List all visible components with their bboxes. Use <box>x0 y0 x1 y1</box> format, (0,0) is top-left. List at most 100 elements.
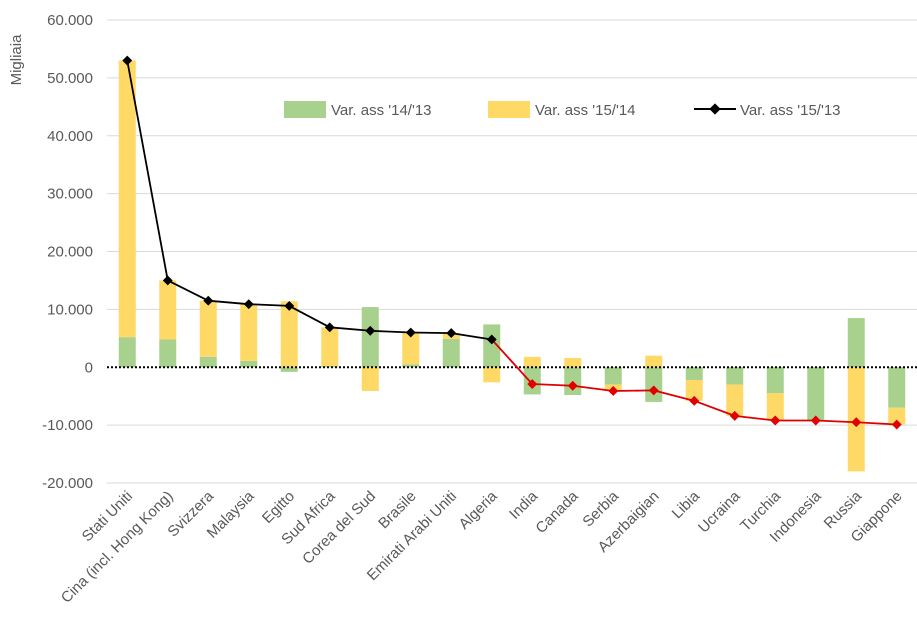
legend-swatch-yellow <box>488 101 530 118</box>
x-category-label: Algeria <box>456 487 502 533</box>
bar-var-14-13 <box>685 367 703 380</box>
bar-var-15-14 <box>645 355 663 368</box>
total-line-segment <box>734 414 776 422</box>
total-line-segment <box>208 299 249 306</box>
total-line-segment <box>370 329 411 334</box>
x-category-label: Ucraina <box>695 487 744 536</box>
total-line-segment <box>572 384 614 392</box>
total-line-segment <box>613 389 654 392</box>
total-marker <box>446 328 457 339</box>
total-marker <box>729 410 740 421</box>
total-line-segment <box>167 279 209 302</box>
total-line-segment <box>856 421 897 426</box>
total-line-segment <box>329 326 371 332</box>
total-marker <box>810 415 821 426</box>
x-category-label: Canada <box>532 487 582 537</box>
total-marker <box>689 395 700 406</box>
total-marker <box>365 325 376 336</box>
bar-var-14-13 <box>847 318 865 368</box>
total-marker <box>851 417 862 428</box>
y-tick-label: 50.000 <box>47 70 93 87</box>
total-marker <box>608 386 619 396</box>
y-tick-label: 20.000 <box>47 244 93 261</box>
total-marker <box>203 295 214 306</box>
total-line-segment <box>410 331 452 335</box>
total-marker <box>324 322 335 333</box>
bar-var-15-14 <box>199 300 217 357</box>
bar-var-14-13 <box>645 367 663 402</box>
bar-var-14-13 <box>442 338 460 368</box>
gridlines <box>107 19 917 484</box>
total-line <box>126 60 897 426</box>
bar-var-14-13 <box>118 337 136 368</box>
total-line-segment <box>126 60 169 281</box>
bar-var-14-13 <box>361 307 379 368</box>
bar-var-15-14 <box>118 60 136 338</box>
total-line-segment <box>815 419 857 424</box>
total-marker <box>284 300 295 311</box>
bar-var-15-14 <box>888 407 906 425</box>
legend-marker-sample <box>709 103 721 115</box>
total-line-segment <box>491 338 533 385</box>
total-line-segment <box>532 383 573 387</box>
bar-var-14-13 <box>240 360 258 368</box>
total-line-segment <box>693 399 736 417</box>
y-axis-label: Migliaia <box>8 34 25 86</box>
bar-var-15-14 <box>280 301 298 368</box>
bar-var-14-13 <box>280 367 298 372</box>
bar-var-15-14 <box>240 304 258 361</box>
y-tick-label: -20.000 <box>42 475 93 492</box>
bar-var-15-14 <box>564 357 582 368</box>
total-marker <box>243 299 254 310</box>
total-marker <box>486 334 497 345</box>
total-marker <box>405 327 416 338</box>
bar-var-15-14 <box>483 367 501 383</box>
x-category-label: India <box>506 487 541 522</box>
bar-var-15-14 <box>685 379 703 401</box>
legend-label-var-15-14: Var. ass '15/'14 <box>535 102 636 119</box>
total-marker <box>891 419 902 430</box>
x-category-label: Libia <box>669 487 704 522</box>
total-marker <box>162 275 173 286</box>
bar-var-15-14 <box>402 332 420 365</box>
y-tick-label: 30.000 <box>47 186 93 203</box>
bar-var-14-13 <box>402 364 420 368</box>
bar-var-15-14 <box>726 384 744 416</box>
bar-var-14-13 <box>321 366 339 368</box>
x-category-label: Corea del Sud <box>299 488 379 568</box>
total-line-segment <box>248 303 290 307</box>
y-tick-label: -10.000 <box>42 417 93 434</box>
bar-var-15-14 <box>159 280 177 340</box>
y-tick-label: 40.000 <box>47 128 93 145</box>
total-marker <box>527 379 538 389</box>
total-markers <box>122 55 902 430</box>
legend-label-var-15-13: Var. ass '15/'13 <box>740 102 841 119</box>
bar-var-14-13 <box>888 367 906 408</box>
bar-var-14-13 <box>199 356 217 368</box>
y-tick-label: 60.000 <box>47 12 93 29</box>
y-tick-label: 10.000 <box>47 301 93 318</box>
total-line-segment <box>653 389 695 402</box>
bar-var-14-13 <box>726 367 744 385</box>
total-marker <box>567 380 578 391</box>
legend: Var. ass '14/'13 Var. ass '15/'14 Var. a… <box>284 101 841 119</box>
bar-var-14-13 <box>604 367 622 385</box>
total-marker <box>770 415 781 426</box>
bar-var-15-14 <box>766 393 784 421</box>
bar-var-15-14 <box>321 327 339 367</box>
bar-var-14-13 <box>766 367 784 394</box>
bar-var-14-13 <box>807 367 825 421</box>
bar-var-15-14 <box>361 367 379 391</box>
bar-var-14-13 <box>483 324 501 368</box>
total-marker <box>648 385 659 396</box>
legend-label-var-14-13: Var. ass '14/'13 <box>331 102 432 119</box>
bars <box>118 60 906 472</box>
total-line-segment <box>451 332 492 341</box>
bar-var-15-14 <box>523 356 541 368</box>
total-line-segment <box>288 305 331 329</box>
legend-swatch-green <box>284 101 326 118</box>
y-tick-label: 0 <box>85 359 93 376</box>
